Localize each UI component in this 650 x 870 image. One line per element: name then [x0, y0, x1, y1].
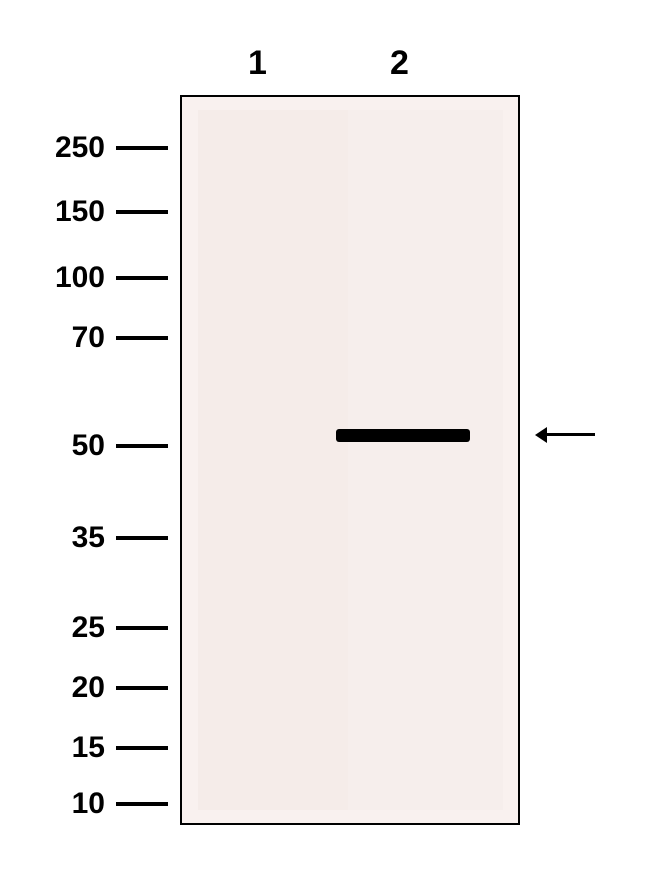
- mw-tick: [116, 336, 168, 340]
- lane-background: [198, 110, 348, 810]
- mw-tick: [116, 276, 168, 280]
- mw-tick: [116, 536, 168, 540]
- mw-tick: [116, 686, 168, 690]
- mw-label: 150: [55, 195, 105, 229]
- mw-label: 15: [72, 731, 105, 765]
- mw-tick: [116, 210, 168, 214]
- mw-label: 25: [72, 611, 105, 645]
- protein-band: [336, 429, 470, 442]
- lane-label: 1: [248, 44, 267, 83]
- mw-label: 20: [72, 671, 105, 705]
- mw-tick: [116, 802, 168, 806]
- mw-tick: [116, 444, 168, 448]
- mw-tick: [116, 626, 168, 630]
- mw-tick: [116, 746, 168, 750]
- mw-label: 70: [72, 321, 105, 355]
- blot-figure: 1 2 250 150 100 70 50 35 25 20 15 10: [0, 0, 650, 870]
- lane-label: 2: [390, 44, 409, 83]
- mw-label: 100: [55, 261, 105, 295]
- mw-label: 50: [72, 429, 105, 463]
- mw-label: 10: [72, 787, 105, 821]
- mw-tick: [116, 146, 168, 150]
- lane-background: [348, 110, 503, 810]
- arrow-shaft: [545, 433, 595, 436]
- mw-label: 35: [72, 521, 105, 555]
- arrow-head-icon: [535, 427, 547, 443]
- mw-label: 250: [55, 131, 105, 165]
